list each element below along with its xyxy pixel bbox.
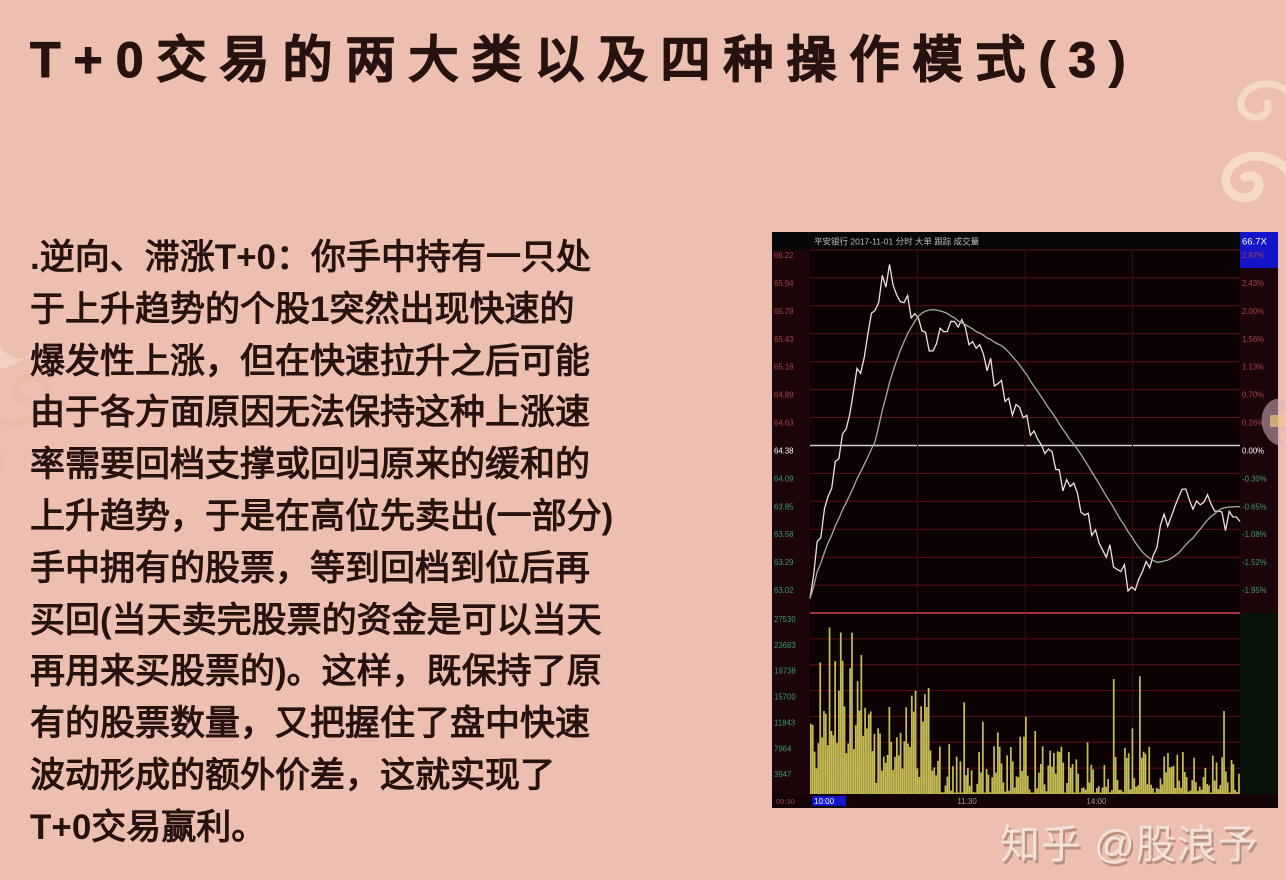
svg-text:65.78: 65.78 <box>774 307 794 316</box>
svg-text:66.22: 66.22 <box>774 251 794 260</box>
svg-text:64.89: 64.89 <box>774 391 794 400</box>
svg-text:-1.08%: -1.08% <box>1242 530 1267 539</box>
svg-text:1.13%: 1.13% <box>1242 363 1264 372</box>
svg-text:15700: 15700 <box>774 693 796 702</box>
svg-text:27530: 27530 <box>774 615 796 624</box>
svg-text:-0.65%: -0.65% <box>1242 502 1267 511</box>
svg-text:65.43: 65.43 <box>774 335 794 344</box>
svg-text:2.00%: 2.00% <box>1242 307 1264 316</box>
svg-text:63.58: 63.58 <box>774 530 794 539</box>
svg-text:-0.30%: -0.30% <box>1242 474 1267 483</box>
svg-text:23683: 23683 <box>774 641 796 650</box>
svg-text:09:30: 09:30 <box>776 797 795 806</box>
svg-text:64.38: 64.38 <box>774 447 794 456</box>
svg-text:65.18: 65.18 <box>774 363 794 372</box>
svg-text:63.02: 63.02 <box>774 586 794 595</box>
svg-text:7964: 7964 <box>774 744 792 753</box>
svg-text:11:30: 11:30 <box>957 797 977 806</box>
svg-text:1.56%: 1.56% <box>1242 335 1264 344</box>
svg-text:64.63: 64.63 <box>774 419 794 428</box>
svg-text:3947: 3947 <box>774 770 791 779</box>
svg-text:19738: 19738 <box>774 667 796 676</box>
svg-text:平安银行 2017-11-01 分时 大单 跟踪 成交量: 平安银行 2017-11-01 分时 大单 跟踪 成交量 <box>814 237 980 247</box>
svg-text:64.09: 64.09 <box>774 474 794 483</box>
svg-text:-1.52%: -1.52% <box>1242 558 1267 567</box>
svg-text:63.29: 63.29 <box>774 558 794 567</box>
svg-text:11843: 11843 <box>774 718 795 727</box>
svg-text:-1.95%: -1.95% <box>1242 586 1267 595</box>
svg-text:14:00: 14:00 <box>1086 797 1107 806</box>
svg-text:10:00: 10:00 <box>814 797 835 806</box>
svg-text:63.85: 63.85 <box>774 502 794 511</box>
svg-text:2.43%: 2.43% <box>1242 279 1264 288</box>
svg-text:65.94: 65.94 <box>774 279 794 288</box>
